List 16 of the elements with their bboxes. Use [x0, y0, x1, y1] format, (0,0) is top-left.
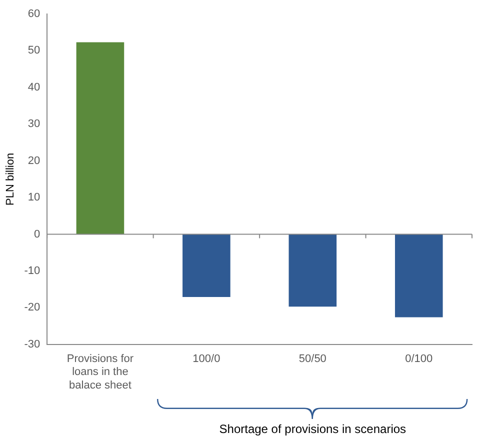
y-axis-title: PLN billion	[4, 152, 17, 206]
x-tick-label: 50/50	[298, 353, 326, 366]
y-tick-label: -20	[24, 302, 40, 314]
y-tick-label: -30	[24, 338, 40, 350]
x-tick-label: 100/0	[192, 353, 220, 366]
y-tick-label: 30	[28, 118, 40, 130]
y-tick-label: 50	[28, 44, 40, 57]
x-tick-label: 0/100	[405, 353, 433, 366]
text: Shortage of provisions in scenarios	[219, 422, 406, 436]
x-tick-label: Provisions for loans in the balace sheet	[66, 353, 134, 392]
y-tick-label: 40	[28, 81, 40, 94]
y-tick-label: 60	[28, 8, 40, 20]
y-tick-label: 20	[28, 154, 40, 167]
y-tick-label: 0	[34, 228, 40, 240]
y-tick-label: 10	[28, 192, 40, 204]
y-tick-label: -10	[24, 265, 40, 278]
